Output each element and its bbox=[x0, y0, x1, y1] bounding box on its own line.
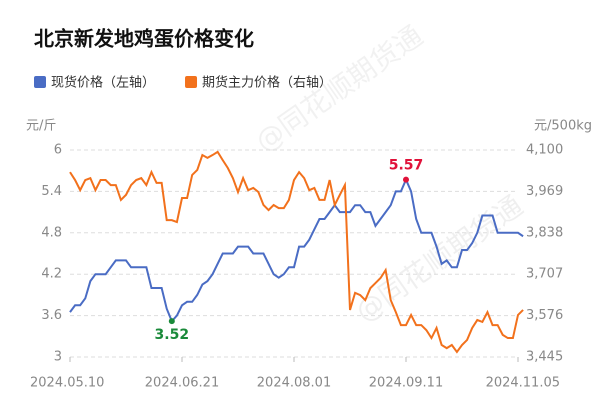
x-tick-label: 2024.05.10 bbox=[30, 376, 104, 391]
y-tick-label: 6 bbox=[54, 143, 62, 158]
y-axis-label: 元/斤 bbox=[26, 119, 56, 134]
y2-tick-label: 3,969 bbox=[526, 184, 563, 199]
y2-tick-label: 3,576 bbox=[526, 308, 563, 323]
extreme-point bbox=[168, 318, 175, 325]
chart-title: 北京新发地鸡蛋价格变化 bbox=[34, 27, 254, 51]
legend-label: 现货价格（左轴） bbox=[51, 75, 155, 91]
y2-axis-label: 元/500kg bbox=[534, 119, 592, 134]
legend-label: 期货主力价格（右轴） bbox=[202, 75, 332, 91]
x-tick-label: 2024.11.05 bbox=[486, 376, 560, 391]
series-line bbox=[69, 177, 524, 323]
data-label: 3.52 bbox=[155, 327, 190, 343]
y2-tick-label: 3,707 bbox=[526, 267, 563, 282]
x-tick-label: 2024.09.11 bbox=[369, 376, 443, 391]
y-tick-label: 5.4 bbox=[41, 184, 62, 199]
y2-tick-label: 3,838 bbox=[526, 225, 563, 240]
series-line bbox=[69, 150, 524, 354]
y-tick-label: 4.2 bbox=[41, 267, 62, 282]
x-tick-label: 2024.08.01 bbox=[257, 376, 331, 391]
legend-swatch bbox=[185, 76, 198, 88]
data-label: 5.57 bbox=[389, 158, 424, 174]
y2-tick-label: 4,100 bbox=[526, 143, 563, 158]
x-tick-label: 2024.06.21 bbox=[145, 376, 219, 391]
y2-tick-label: 3,445 bbox=[526, 350, 563, 365]
extreme-point bbox=[403, 176, 409, 183]
y-tick-label: 3 bbox=[54, 350, 62, 365]
legend-swatch bbox=[34, 76, 46, 88]
y-tick-label: 4.8 bbox=[41, 225, 62, 240]
y-tick-label: 3.6 bbox=[41, 308, 62, 323]
